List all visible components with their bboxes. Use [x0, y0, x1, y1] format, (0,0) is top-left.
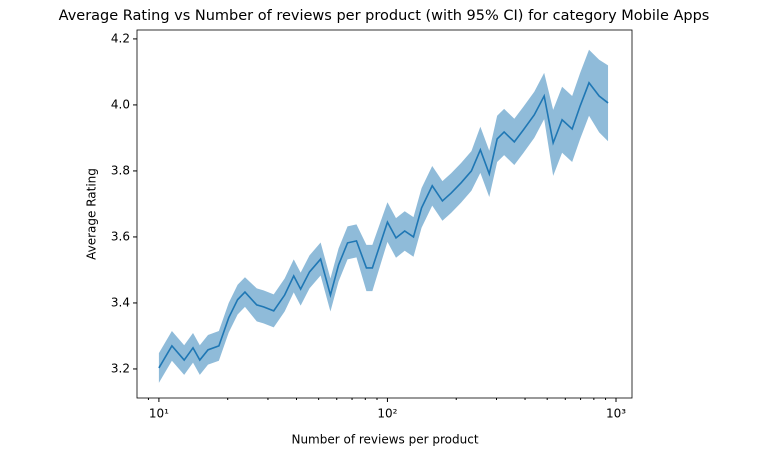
- confidence-band: [158, 49, 609, 383]
- plot-frame: [136, 29, 633, 399]
- y-tick-label: 3.8: [111, 163, 130, 177]
- chart-title: Average Rating vs Number of reviews per …: [59, 8, 710, 24]
- x-tick-label: 10²: [377, 407, 397, 421]
- y-tick-label: 4.2: [111, 31, 130, 45]
- x-axis-label: Number of reviews per product: [291, 433, 478, 447]
- x-tick-label: 10³: [606, 407, 626, 421]
- y-tick-label: 4.0: [111, 97, 130, 111]
- y-axis-label: Average Rating: [85, 168, 99, 260]
- x-tick-label: 10¹: [149, 407, 169, 421]
- y-tick-label: 3.4: [111, 295, 130, 309]
- line: [158, 81, 609, 369]
- y-tick-label: 3.2: [111, 361, 130, 375]
- y-tick-label: 3.6: [111, 229, 130, 243]
